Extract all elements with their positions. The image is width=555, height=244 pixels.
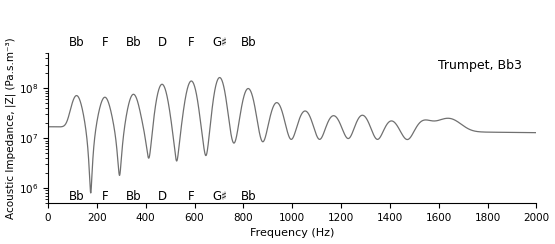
Text: F: F	[102, 190, 108, 203]
Text: Bb: Bb	[69, 36, 84, 49]
Y-axis label: Acoustic Impedance, |Z| (Pa.s.m⁻³): Acoustic Impedance, |Z| (Pa.s.m⁻³)	[6, 38, 16, 219]
Text: Bb: Bb	[125, 36, 142, 49]
Text: G♯: G♯	[212, 36, 227, 49]
Text: Bb: Bb	[69, 190, 84, 203]
Text: G♯: G♯	[212, 190, 227, 203]
X-axis label: Frequency (Hz): Frequency (Hz)	[250, 228, 334, 238]
Text: F: F	[102, 36, 108, 49]
Text: Trumpet, Bb3: Trumpet, Bb3	[438, 60, 522, 72]
Text: F: F	[188, 190, 195, 203]
Text: Bb: Bb	[125, 190, 142, 203]
Text: Bb: Bb	[240, 190, 256, 203]
Text: D: D	[158, 36, 166, 49]
Text: F: F	[188, 36, 195, 49]
Text: D: D	[158, 190, 166, 203]
Text: Bb: Bb	[240, 36, 256, 49]
